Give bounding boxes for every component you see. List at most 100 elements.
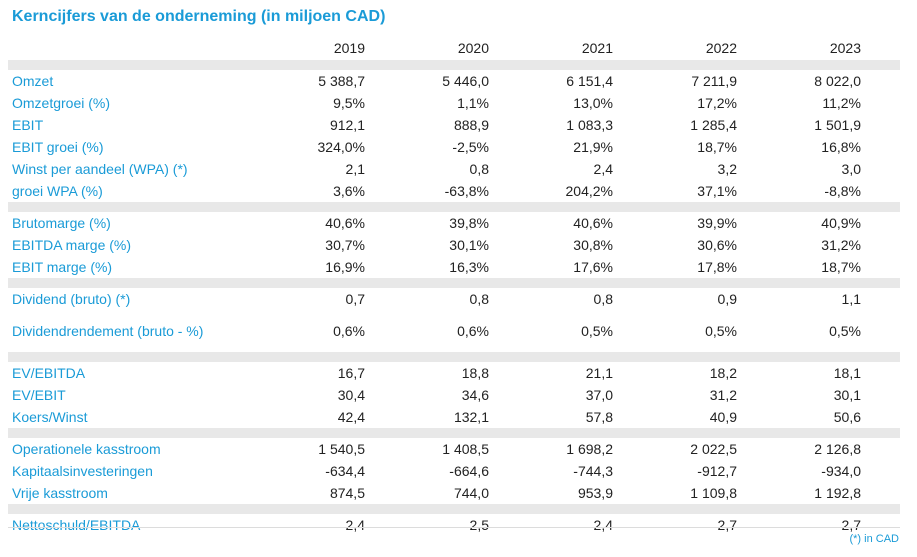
row-label: EBITDA marge (%) bbox=[12, 236, 132, 253]
row-label: Dividend (bruto) (*) bbox=[12, 290, 131, 307]
value-cell: 0,8 bbox=[469, 291, 489, 307]
value-cell: 744,0 bbox=[453, 485, 489, 501]
table-row: Koers/Winst 42,4 132,1 57,8 40,9 50,6 bbox=[8, 406, 900, 428]
table-row: Brutomarge (%) 40,6% 39,8% 40,6% 39,9% 40,9% bbox=[8, 212, 900, 234]
row-label: Brutomarge (%) bbox=[12, 214, 111, 231]
value-cell: 2 126,8 bbox=[814, 441, 861, 457]
value-cell: 0,5% bbox=[581, 323, 613, 339]
value-cell: 13,0% bbox=[573, 95, 613, 111]
value-cell: -63,8% bbox=[444, 183, 489, 199]
value-cell: -744,3 bbox=[573, 463, 613, 479]
value-cell: 132,1 bbox=[453, 409, 489, 425]
value-cell: 37,1% bbox=[697, 183, 737, 199]
row-label: Operationele kasstroom bbox=[12, 440, 161, 457]
value-cell: 9,5% bbox=[333, 95, 365, 111]
group-separator bbox=[8, 504, 900, 514]
value-cell: 5 388,7 bbox=[318, 73, 365, 89]
value-cell: 1,1% bbox=[457, 95, 489, 111]
group-separator bbox=[8, 428, 900, 438]
table-row: Nettoschuld/EBITDA 2,4 2,5 2,4 2,7 2,7 bbox=[8, 514, 900, 536]
value-cell: 0,8 bbox=[469, 161, 489, 177]
row-label: EV/EBITDA bbox=[12, 364, 86, 381]
value-cell: 0,9 bbox=[717, 291, 737, 307]
value-cell: 8 022,0 bbox=[814, 73, 861, 89]
value-cell: 30,1% bbox=[449, 237, 489, 253]
value-cell: 1 698,2 bbox=[566, 441, 613, 457]
table-row: groei WPA (%) 3,6% -63,8% 204,2% 37,1% -8,8% bbox=[8, 180, 900, 202]
value-cell: 17,2% bbox=[697, 95, 737, 111]
table-row: Winst per aandeel (WPA) (*) 2,1 0,8 2,4 3,2 3… bbox=[8, 158, 900, 180]
value-cell: 18,1 bbox=[833, 365, 861, 381]
value-cell: -934,0 bbox=[821, 463, 861, 479]
value-cell: 324,0% bbox=[317, 139, 365, 155]
bottom-divider bbox=[8, 527, 900, 528]
value-cell: 30,4 bbox=[337, 387, 365, 403]
value-cell: 1 192,8 bbox=[814, 485, 861, 501]
value-cell: 2,7 bbox=[717, 517, 737, 533]
value-cell: 16,9% bbox=[325, 259, 365, 275]
row-label: groei WPA (%) bbox=[12, 182, 103, 199]
row-label: EBIT bbox=[12, 116, 44, 133]
group-separator bbox=[8, 60, 900, 70]
value-cell: 21,9% bbox=[573, 139, 613, 155]
year-header: 2020 bbox=[457, 40, 489, 56]
year-header: 2022 bbox=[705, 40, 737, 56]
value-cell: 1 285,4 bbox=[690, 117, 737, 133]
value-cell: 30,1 bbox=[833, 387, 861, 403]
value-cell: 30,7% bbox=[325, 237, 365, 253]
row-label: Kapitaalsinvesteringen bbox=[12, 462, 153, 479]
value-cell: 21,1 bbox=[585, 365, 613, 381]
value-cell: 31,2 bbox=[709, 387, 737, 403]
value-cell: 874,5 bbox=[329, 485, 365, 501]
value-cell: 17,8% bbox=[697, 259, 737, 275]
value-cell: -2,5% bbox=[452, 139, 489, 155]
group-separator bbox=[8, 278, 900, 288]
year-header: 2023 bbox=[829, 40, 861, 56]
value-cell: 40,6% bbox=[325, 215, 365, 231]
table-row: Kapitaalsinvesteringen -634,4 -664,6 -744,3… bbox=[8, 460, 900, 482]
value-cell: 5 446,0 bbox=[442, 73, 489, 89]
value-cell: 0,5% bbox=[705, 323, 737, 339]
value-cell: 2,1 bbox=[345, 161, 365, 177]
value-cell: 18,7% bbox=[697, 139, 737, 155]
value-cell: 0,7 bbox=[345, 291, 365, 307]
value-cell: 18,8 bbox=[461, 365, 489, 381]
value-cell: 30,8% bbox=[573, 237, 613, 253]
value-cell: 2,4 bbox=[593, 161, 613, 177]
value-cell: 57,8 bbox=[585, 409, 613, 425]
value-cell: 0,5% bbox=[829, 323, 861, 339]
value-cell: 1 109,8 bbox=[690, 485, 737, 501]
value-cell: 16,7 bbox=[337, 365, 365, 381]
value-cell: 2 022,5 bbox=[690, 441, 737, 457]
value-cell: -8,8% bbox=[824, 183, 861, 199]
value-cell: 18,2 bbox=[709, 365, 737, 381]
table-row: Omzetgroei (%) 9,5% 1,1% 13,0% 17,2% 11,2% bbox=[8, 92, 900, 114]
value-cell: 1 408,5 bbox=[442, 441, 489, 457]
value-cell: 37,0 bbox=[585, 387, 613, 403]
value-cell: 6 151,4 bbox=[566, 73, 613, 89]
value-cell: 39,8% bbox=[449, 215, 489, 231]
value-cell: 40,9 bbox=[709, 409, 737, 425]
table-row: EBITDA marge (%) 30,7% 30,1% 30,8% 30,6% 31,2… bbox=[8, 234, 900, 256]
group-separator bbox=[8, 352, 900, 362]
table-row: EBIT marge (%) 16,9% 16,3% 17,6% 17,8% 18,7% bbox=[8, 256, 900, 278]
value-cell: 30,6% bbox=[697, 237, 737, 253]
value-cell: 34,6 bbox=[461, 387, 489, 403]
year-header: 2019 bbox=[333, 40, 365, 56]
value-cell: 16,8% bbox=[821, 139, 861, 155]
value-cell: 11,2% bbox=[822, 95, 861, 111]
value-cell: 7 211,9 bbox=[691, 73, 737, 89]
value-cell: 1 540,5 bbox=[318, 441, 365, 457]
value-cell: 0,6% bbox=[457, 323, 489, 339]
value-cell: 953,9 bbox=[577, 485, 613, 501]
table-row: EBIT 912,1 888,9 1 083,3 1 285,4 1 501,9 bbox=[8, 114, 900, 136]
year-header: 2021 bbox=[581, 40, 613, 56]
value-cell: 31,2% bbox=[821, 237, 861, 253]
table-row: Omzet 5 388,7 5 446,0 6 151,4 7 211,9 8 022,0 bbox=[8, 70, 900, 92]
row-label: Nettoschuld/EBITDA bbox=[12, 516, 141, 533]
value-cell: 3,6% bbox=[333, 183, 365, 199]
value-cell: 42,4 bbox=[337, 409, 365, 425]
row-label: Vrije kasstroom bbox=[12, 484, 108, 501]
value-cell: -912,7 bbox=[697, 463, 737, 479]
value-cell: 3,0 bbox=[841, 161, 861, 177]
